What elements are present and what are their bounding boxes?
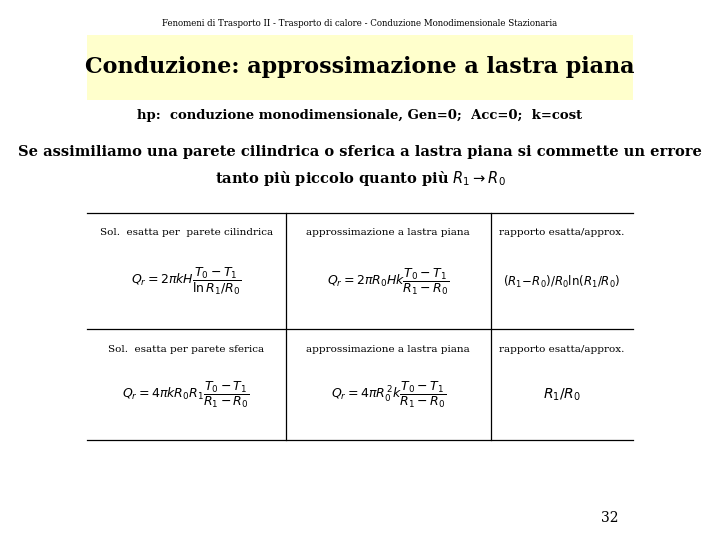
Text: $Q_r = 4\pi R_0^{\,2} k \dfrac{T_0 - T_1}{R_1 - R_0}$: $Q_r = 4\pi R_0^{\,2} k \dfrac{T_0 - T_1… [330, 380, 446, 410]
Text: approssimazione a lastra piana: approssimazione a lastra piana [306, 346, 470, 354]
Text: Fenomeni di Trasporto II - Trasporto di calore - Conduzione Monodimensionale Sta: Fenomeni di Trasporto II - Trasporto di … [163, 19, 557, 28]
Text: $R_1/R_0$: $R_1/R_0$ [543, 387, 581, 403]
Text: hp:  conduzione monodimensionale, Gen=0;  Acc=0;  k=cost: hp: conduzione monodimensionale, Gen=0; … [138, 109, 582, 122]
Text: tanto più piccolo quanto più $R_1 \rightarrow R_0$: tanto più piccolo quanto più $R_1 \right… [215, 168, 505, 188]
Text: rapporto esatta/approx.: rapporto esatta/approx. [499, 228, 625, 237]
Text: $(R_1\!-\!R_0)/R_0\ln(R_1/R_0)$: $(R_1\!-\!R_0)/R_0\ln(R_1/R_0)$ [503, 274, 621, 290]
FancyBboxPatch shape [86, 35, 634, 100]
Text: rapporto esatta/approx.: rapporto esatta/approx. [499, 346, 625, 354]
Text: $Q_r = 2\pi k H \dfrac{T_0 - T_1}{\ln R_1/R_0}$: $Q_r = 2\pi k H \dfrac{T_0 - T_1}{\ln R_… [131, 266, 241, 298]
Text: approssimazione a lastra piana: approssimazione a lastra piana [306, 228, 470, 237]
Text: $Q_r = 4\pi k R_0 R_1 \dfrac{T_0 - T_1}{R_1 - R_0}$: $Q_r = 4\pi k R_0 R_1 \dfrac{T_0 - T_1}{… [122, 380, 250, 410]
Text: Sol.  esatta per  parete cilindrica: Sol. esatta per parete cilindrica [99, 228, 273, 237]
Text: $Q_r = 2\pi R_0 H k \dfrac{T_0 - T_1}{R_1 - R_0}$: $Q_r = 2\pi R_0 H k \dfrac{T_0 - T_1}{R_… [327, 267, 449, 297]
Text: Sol.  esatta per parete sferica: Sol. esatta per parete sferica [108, 346, 264, 354]
Text: Se assimiliamo una parete cilindrica o sferica a lastra piana si commette un err: Se assimiliamo una parete cilindrica o s… [18, 145, 702, 159]
Text: Conduzione: approssimazione a lastra piana: Conduzione: approssimazione a lastra pia… [85, 57, 635, 78]
Text: 32: 32 [600, 511, 618, 525]
